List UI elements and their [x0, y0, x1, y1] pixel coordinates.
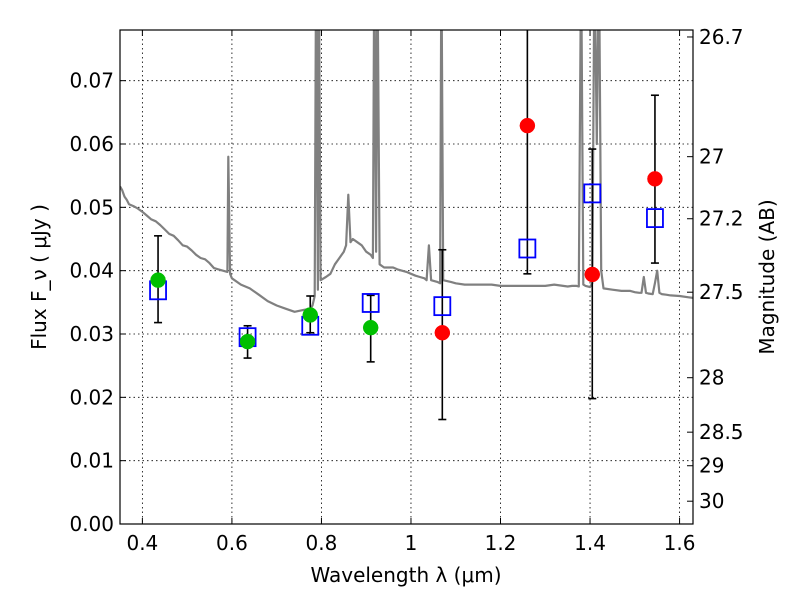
y-tick-label: 0.00	[69, 512, 114, 536]
model-photometry-square	[583, 183, 602, 204]
y-tick-label: 0.02	[69, 385, 114, 409]
plot-frame	[119, 29, 694, 525]
x-tick-label: 0.4	[126, 531, 158, 555]
y-tick-label: 0.07	[69, 69, 114, 93]
right-tick-label: 27.2	[699, 207, 744, 231]
marginal-detection-point	[519, 117, 536, 134]
marginal-detection-point	[584, 266, 601, 283]
model-photometry-square	[361, 293, 380, 313]
x-tick-label: 1.2	[485, 531, 517, 555]
data-layer	[120, 30, 693, 421]
right-tick-label: 30	[699, 489, 724, 513]
right-tick-label: 27	[699, 145, 724, 169]
x-tick-label: 1	[405, 531, 418, 555]
right-tick-label: 28	[699, 366, 724, 390]
detection-point	[302, 307, 319, 323]
y-tick-label: 0.05	[69, 195, 114, 219]
y-tick-label: 0.04	[69, 259, 114, 283]
y-tick-label: 0.06	[69, 132, 114, 156]
right-tick-label: 27.5	[699, 280, 744, 304]
detection-point	[362, 319, 379, 336]
plot-area	[120, 30, 693, 524]
x-tick-label: 1.6	[664, 531, 696, 555]
right-tick-label: 29	[699, 454, 724, 478]
y-axis-label: Flux F_ν ( μJy )	[27, 204, 51, 350]
right-tick-label: 26.7	[699, 25, 744, 49]
right-axis-label: Magnitude (AB)	[755, 199, 779, 354]
model-spectrum-line	[120, 30, 693, 313]
y-tick-label: 0.03	[69, 322, 114, 346]
right-tick-label: 28.5	[699, 420, 744, 444]
detection-point	[150, 272, 166, 288]
marginal-detection-point	[434, 324, 451, 341]
x-tick-label: 1.4	[574, 531, 606, 555]
x-tick-label: 0.6	[216, 531, 248, 555]
tick-marks: 0.4 0.6 0.8 1 1.2 1.4 1.6 0.00 0.01 0.02 0.03 0.04 0…	[69, 25, 743, 555]
model-photometry-square	[433, 296, 452, 317]
y-tick-label: 0.01	[69, 449, 114, 473]
marginal-detection-point	[647, 171, 663, 187]
x-tick-label: 0.8	[306, 531, 338, 555]
model-photometry-square	[646, 208, 664, 229]
x-axis-label: Wavelength λ (μm)	[310, 563, 501, 587]
model-photometry-square	[518, 238, 537, 259]
detection-point	[239, 333, 256, 350]
